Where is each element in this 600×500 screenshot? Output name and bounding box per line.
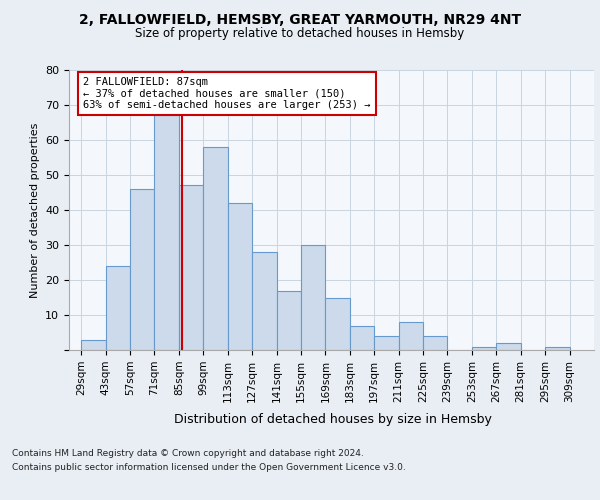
Bar (398, 322, 423, 350)
Bar (350, 326, 374, 350)
Bar (301, 245, 325, 350)
Y-axis label: Number of detached properties: Number of detached properties (29, 122, 40, 298)
Bar (179, 186, 203, 350)
Text: Contains HM Land Registry data © Crown copyright and database right 2024.: Contains HM Land Registry data © Crown c… (12, 448, 364, 458)
Bar (81, 340, 106, 350)
Bar (106, 266, 130, 350)
Text: Size of property relative to detached houses in Hemsby: Size of property relative to detached ho… (136, 28, 464, 40)
Bar (325, 298, 350, 350)
Text: 2 FALLOWFIELD: 87sqm
← 37% of detached houses are smaller (150)
63% of semi-deta: 2 FALLOWFIELD: 87sqm ← 37% of detached h… (83, 77, 370, 110)
Text: Distribution of detached houses by size in Hemsby: Distribution of detached houses by size … (174, 412, 492, 426)
Bar (277, 290, 301, 350)
Bar (154, 116, 179, 350)
Text: Contains public sector information licensed under the Open Government Licence v3: Contains public sector information licen… (12, 464, 406, 472)
Text: 2, FALLOWFIELD, HEMSBY, GREAT YARMOUTH, NR29 4NT: 2, FALLOWFIELD, HEMSBY, GREAT YARMOUTH, … (79, 12, 521, 26)
Bar (472, 346, 496, 350)
Bar (228, 203, 252, 350)
Bar (252, 252, 277, 350)
Bar (545, 346, 569, 350)
Bar (130, 189, 154, 350)
Bar (496, 343, 521, 350)
Bar (423, 336, 448, 350)
Bar (203, 147, 228, 350)
Bar (374, 336, 398, 350)
